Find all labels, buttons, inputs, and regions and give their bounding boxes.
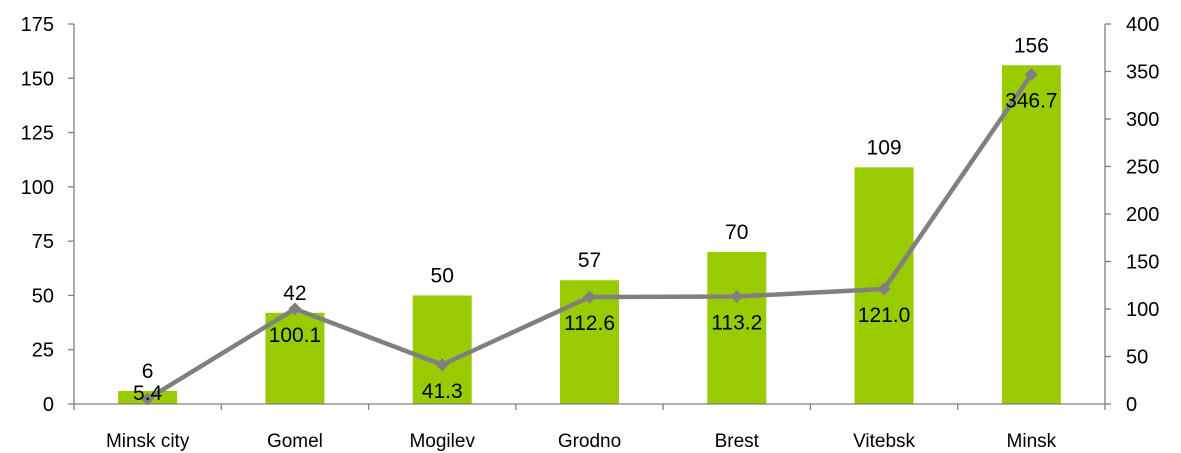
right-tick-label: 100 <box>1126 299 1159 321</box>
bar-value-label: 156 <box>1014 34 1049 57</box>
line-value-label: 346.7 <box>1005 90 1058 113</box>
line-series <box>141 68 1038 406</box>
left-tick-label: 50 <box>32 285 54 307</box>
line-marker <box>877 282 891 296</box>
left-tick-label: 25 <box>32 340 54 362</box>
category-label: Gomel <box>267 431 323 452</box>
category-label: Vitebsk <box>853 431 915 452</box>
line-marker <box>583 290 596 304</box>
line-marker <box>288 302 302 316</box>
right-tick-label: 250 <box>1126 157 1159 179</box>
bar-value-label: 57 <box>578 249 601 272</box>
line-marker <box>435 358 449 372</box>
left-tick-label: 150 <box>21 68 54 90</box>
category-label: Mogilev <box>409 431 475 452</box>
bar-value-label: 70 <box>725 221 748 244</box>
right-tick-label: 150 <box>1126 252 1159 274</box>
right-tick-label: 0 <box>1126 394 1137 416</box>
right-tick-label: 350 <box>1126 62 1159 84</box>
data-labels: 6 42 50 57 70 109 156 5.4 100.1 41.3 112.6 113.2 121… <box>133 34 1058 405</box>
category-label: Grodno <box>558 431 621 452</box>
left-tick-label: 125 <box>21 123 54 145</box>
line-marker <box>141 392 155 406</box>
bar <box>265 312 325 404</box>
right-tick-label: 400 <box>1126 14 1159 36</box>
right-tick-label: 200 <box>1126 204 1159 226</box>
right-tick-label: 300 <box>1126 109 1159 131</box>
line-value-label: 5.4 <box>133 382 163 405</box>
line-value-label: 41.3 <box>422 380 463 403</box>
line-value-label: 112.6 <box>564 312 615 335</box>
line-marker <box>730 289 744 303</box>
line-value-label: 121.0 <box>858 304 911 327</box>
bar <box>412 295 472 404</box>
category-label: Brest <box>715 431 760 452</box>
bar <box>707 252 767 404</box>
right-axis: 0 50 100 150 200 250 300 350 400 <box>1104 14 1159 416</box>
bar-value-label: 6 <box>142 360 154 383</box>
line-value-label: 113.2 <box>711 311 762 334</box>
left-tick-label: 75 <box>32 231 54 253</box>
left-tick-label: 0 <box>43 394 54 416</box>
left-tick-label: 175 <box>21 14 54 36</box>
bar-series <box>118 65 1061 404</box>
bar-value-label: 42 <box>283 282 306 305</box>
line-marker <box>1024 68 1038 82</box>
category-label: Minsk city <box>106 431 190 452</box>
left-tick-label: 100 <box>21 177 54 199</box>
category-label: Minsk <box>1007 431 1057 452</box>
bar <box>1001 65 1061 404</box>
right-tick-label: 50 <box>1126 347 1148 369</box>
line-value-label: 100.1 <box>269 324 322 347</box>
left-axis: 0 25 50 75 100 125 150 175 <box>21 14 75 416</box>
x-axis: Minsk city Gomel Mogilev Grodno Brest Vitebsk… <box>73 403 1106 452</box>
bar-value-label: 109 <box>867 136 902 159</box>
bar-value-label: 50 <box>431 264 454 287</box>
